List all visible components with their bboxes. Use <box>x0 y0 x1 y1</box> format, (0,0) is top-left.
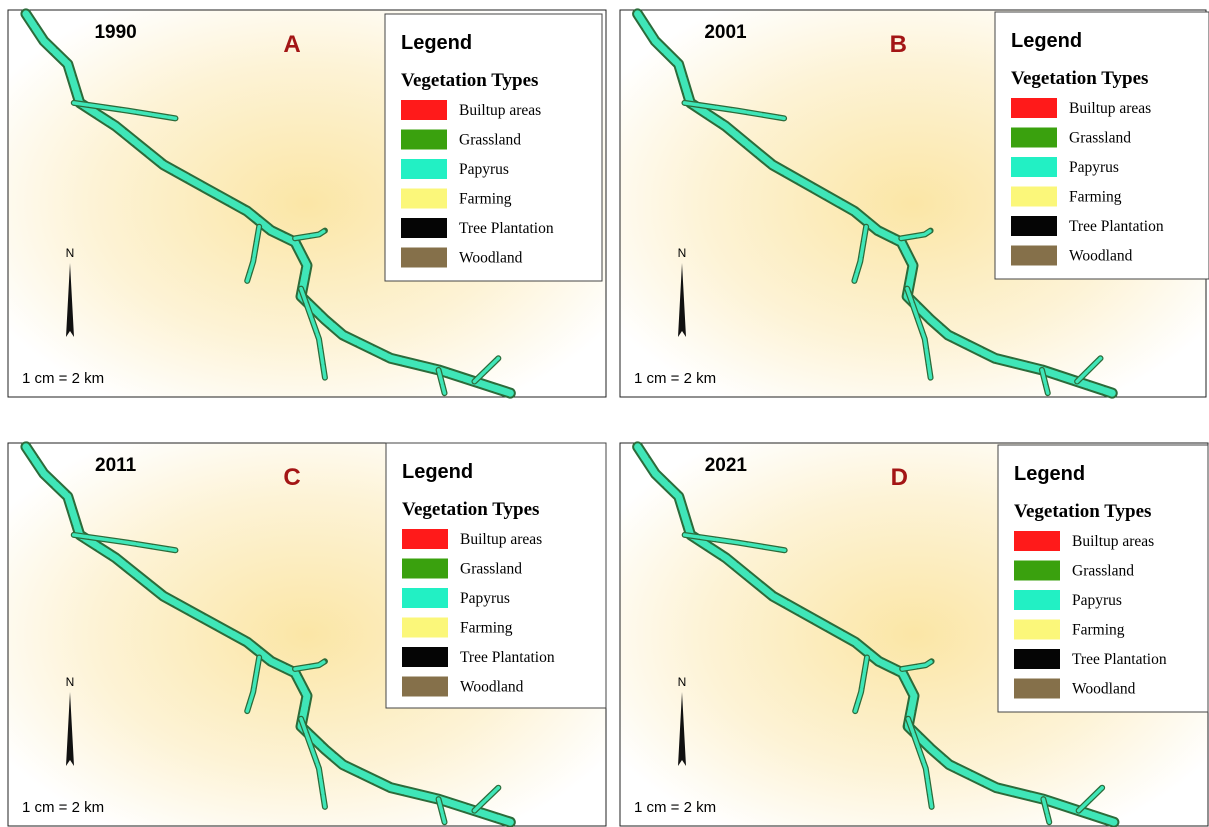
legend-label: Farming <box>1069 189 1122 206</box>
legend-swatch <box>1011 246 1057 266</box>
scale-label: 1 cm = 2 km <box>22 799 104 816</box>
legend-label: Farming <box>459 191 512 208</box>
legend-swatch <box>401 130 447 150</box>
legend-label: Grassland <box>1072 563 1134 580</box>
north-label: N <box>678 675 687 689</box>
legend-label: Tree Plantation <box>460 649 555 666</box>
legend-label: Farming <box>1072 622 1125 639</box>
legend-swatch <box>402 647 448 667</box>
legend-label: Builtup areas <box>1069 100 1151 117</box>
legend-subtitle: Vegetation Types <box>402 499 539 520</box>
legend-swatch <box>1014 590 1060 610</box>
legend-label: Builtup areas <box>459 102 541 119</box>
map-panel: 1990 A N 1 cm = 2 km Legend Vegetation Types B… <box>8 10 606 397</box>
legend-swatch <box>1011 157 1057 177</box>
legend-label: Farming <box>460 620 513 637</box>
panel-letter: A <box>283 31 300 58</box>
north-label: N <box>66 246 75 260</box>
legend-subtitle: Vegetation Types <box>401 70 538 91</box>
legend-subtitle: Vegetation Types <box>1011 68 1148 89</box>
legend-label: Woodland <box>1069 248 1133 265</box>
legend-swatch <box>402 677 448 697</box>
scale-label: 1 cm = 2 km <box>22 370 104 387</box>
legend-subtitle: Vegetation Types <box>1014 501 1151 522</box>
legend-swatch <box>401 189 447 209</box>
legend-label: Grassland <box>1069 130 1131 147</box>
legend-swatch <box>401 218 447 238</box>
scale-label: 1 cm = 2 km <box>634 799 716 816</box>
legend-label: Papyrus <box>1072 592 1122 609</box>
legend-swatch <box>1014 561 1060 581</box>
legend-swatch <box>1014 531 1060 551</box>
figure: 1990 A N 1 cm = 2 km Legend Vegetation Types B… <box>0 0 1209 827</box>
legend-swatch <box>1011 187 1057 207</box>
map-year: 2001 <box>704 22 747 43</box>
legend-label: Tree Plantation <box>1069 218 1164 235</box>
map-year: 2021 <box>705 455 748 476</box>
legend-label: Papyrus <box>1069 159 1119 176</box>
legend-swatch <box>1011 98 1057 118</box>
map-panel: 2001 B N 1 cm = 2 km Legend Vegetation Types B… <box>620 10 1209 397</box>
legend-label: Papyrus <box>460 590 510 607</box>
legend-label: Woodland <box>1072 681 1136 698</box>
legend-swatch <box>1014 679 1060 699</box>
legend-swatch <box>402 588 448 608</box>
panel-letter: D <box>891 464 908 491</box>
legend-swatch <box>401 100 447 120</box>
legend-title: Legend <box>401 32 472 54</box>
legend-label: Builtup areas <box>460 531 542 548</box>
north-label: N <box>66 675 75 689</box>
legend-label: Tree Plantation <box>459 220 554 237</box>
legend-label: Builtup areas <box>1072 533 1154 550</box>
panel-letter: C <box>283 464 300 491</box>
legend-title: Legend <box>1011 30 1082 52</box>
legend-swatch <box>1011 128 1057 148</box>
map-year: 1990 <box>94 22 136 43</box>
panel-letter: B <box>890 31 907 58</box>
legend-label: Woodland <box>460 679 524 696</box>
legend-label: Papyrus <box>459 161 509 178</box>
map-year: 2011 <box>95 455 137 476</box>
legend-swatch <box>401 159 447 179</box>
legend-swatch <box>402 559 448 579</box>
legend-swatch <box>401 248 447 268</box>
legend-swatch <box>1011 216 1057 236</box>
legend-swatch <box>1014 649 1060 669</box>
legend-swatch <box>402 529 448 549</box>
legend-label: Grassland <box>460 561 522 578</box>
legend-title: Legend <box>402 461 473 483</box>
north-label: N <box>678 246 687 260</box>
scale-label: 1 cm = 2 km <box>634 370 716 387</box>
legend-label: Grassland <box>459 132 521 149</box>
map-panel: 2021 D N 1 cm = 2 km Legend Vegetation Types B… <box>620 443 1208 826</box>
legend-swatch <box>1014 620 1060 640</box>
legend-label: Tree Plantation <box>1072 651 1167 668</box>
legend-label: Woodland <box>459 250 523 267</box>
legend-title: Legend <box>1014 463 1085 485</box>
map-panel: 2011 C N 1 cm = 2 km Legend Vegetation Types B… <box>8 443 606 826</box>
legend-swatch <box>402 618 448 638</box>
